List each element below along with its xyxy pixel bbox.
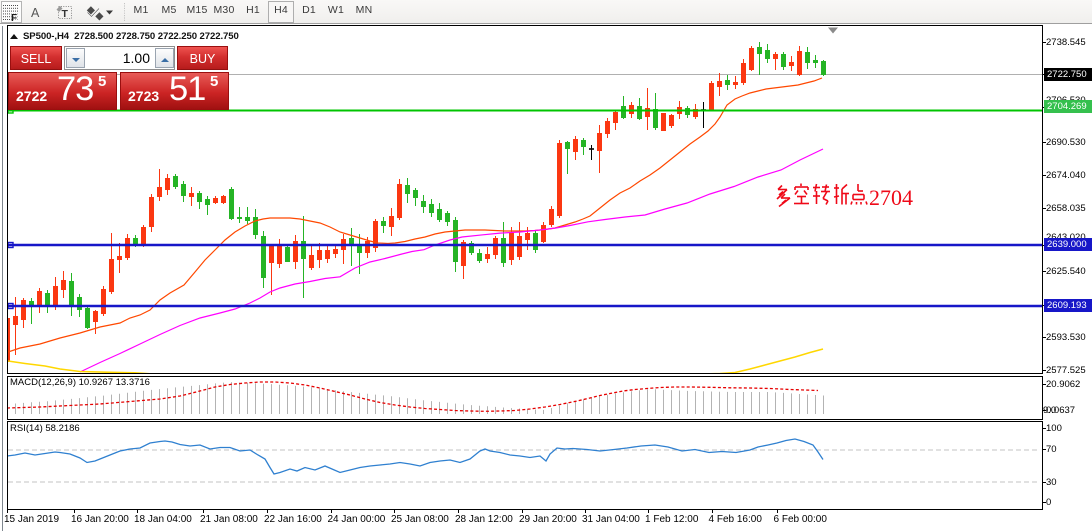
svg-text:F: F	[11, 13, 17, 24]
svg-text:T: T	[62, 8, 69, 20]
svg-text:A: A	[31, 6, 40, 20]
svg-text:2704: 2704	[869, 185, 913, 210]
